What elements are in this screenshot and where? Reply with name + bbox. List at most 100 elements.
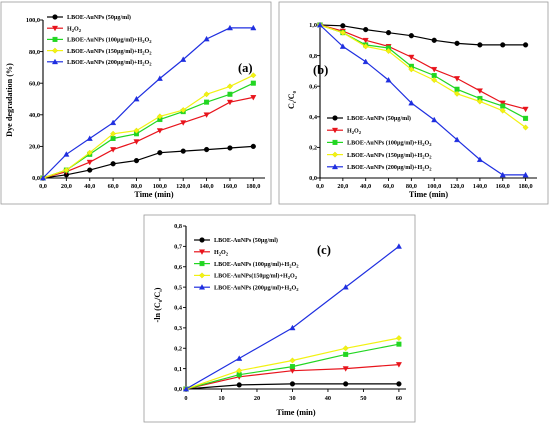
- panel-a-y-tick-label: 100,0: [26, 17, 40, 24]
- panel-b-series-1-point: [408, 33, 414, 39]
- panel-c-legend-swatch-marker: [198, 284, 206, 290]
- panel-c-series-1-point: [396, 381, 402, 387]
- panel-a-y-label: Dye degradation (%): [5, 63, 14, 137]
- panel-b-series-4-point: [362, 43, 369, 50]
- panel-a-series-1-point: [203, 146, 210, 153]
- panel-c-x-label: Time (min): [276, 408, 315, 417]
- panel-b-y-tick-label: 0,4: [309, 114, 318, 121]
- panel-a-x-tick-label: 20,0: [61, 183, 72, 190]
- panel-a-series-5-point: [133, 95, 140, 102]
- panel-a-y-tick-label: 60,0: [29, 80, 40, 87]
- panel-a-series-3-point: [227, 91, 233, 97]
- panel-b-x-tick-label: 100,0: [427, 183, 441, 190]
- panel-a-series-1-point: [110, 161, 116, 167]
- panel-a-legend: LBOE-AuNPs (50µg/ml) H2O2 LBOE-AuNPs (100µ…: [47, 14, 152, 67]
- panel-a-series-1-point: [227, 145, 233, 151]
- panel-b-series-1-point: [522, 42, 529, 48]
- panel-c-series-3-point: [396, 341, 402, 347]
- panel-b-legend-entry-1: LBOE-AuNPs (50µg/ml): [347, 115, 411, 122]
- panel-b-series-2-point: [431, 67, 438, 73]
- panel-c-legend-entry-3: LBOE-AuNPs (100µg/ml)+H2O2: [214, 261, 299, 269]
- panel-a-series-5-point: [226, 24, 233, 31]
- panel-b-series-4: [317, 22, 529, 131]
- panel-c-series-1-point: [289, 381, 296, 387]
- panel-c-y-tick-label: 0,4: [174, 305, 183, 312]
- panel-a-series-2-point: [156, 128, 163, 134]
- panel-a-series-4-point: [156, 113, 163, 120]
- panel-c-legend-swatch-marker: [199, 261, 205, 267]
- panel-b-series-5-point: [499, 171, 506, 178]
- panel-b-y-tick-label: 1,0: [309, 22, 317, 29]
- panel-c-series-1-point: [236, 382, 242, 388]
- panel-c-legend-swatch-marker: [198, 249, 206, 255]
- panel-b-series-1-point: [340, 23, 346, 29]
- panel-c-series-5-point: [182, 385, 190, 392]
- panel-a-series-3-point: [250, 80, 256, 86]
- panel-a-x-tick-label: 180,0: [246, 183, 260, 190]
- panel-a-series-5: [39, 24, 257, 181]
- panel-a-series-4-point: [180, 107, 187, 114]
- panel-b-series-5-point: [339, 43, 346, 49]
- panel-c-y-tick-label: 0,0: [174, 386, 182, 393]
- panel-c-series-4-point: [236, 367, 243, 374]
- panel-a-series-2-point: [86, 159, 93, 166]
- panel-a-y-tick-label: 0,0: [32, 175, 40, 182]
- panel-b-series-5-point: [408, 99, 415, 106]
- panel-b-series-4-point: [431, 77, 438, 84]
- panel-b-legend-swatch-marker: [332, 139, 338, 145]
- panel-c-legend-swatch-marker: [199, 272, 205, 279]
- panel-b-series-4-point: [499, 107, 506, 114]
- panel-a-series-4-point: [63, 167, 70, 174]
- panel-c-series-1: [183, 381, 402, 392]
- panel-c: 0,0 0,1 0,2 0,3 0,4 0,5 0,6 0,7 0,8 0 10 20 30 40 50 60…: [153, 223, 406, 417]
- panel-a-series-4-point: [250, 72, 257, 79]
- panel-b-series-2-point: [522, 106, 529, 113]
- panel-b-legend-entry-3: LBOE-AuNPs (100µg/ml)+H2O2: [347, 140, 432, 148]
- panel-b-series-5-point: [362, 58, 369, 65]
- panel-a-series-5-line: [42, 27, 254, 179]
- panel-c-y-label: -ln (C0/Ct): [153, 287, 163, 322]
- panel-b-y-tick-label: 0,6: [309, 83, 317, 90]
- panel-a-series-2-point: [110, 147, 117, 153]
- panel-b-series-2-line: [319, 24, 526, 110]
- panel-c-series-4-point: [289, 357, 296, 364]
- panel-b-legend-swatch-marker: [331, 163, 339, 170]
- panel-c-series-2-point: [342, 366, 349, 372]
- panel-a-series-3-point: [110, 135, 116, 141]
- panel-c-series-5-point: [395, 243, 402, 249]
- panel-a-series-5-point: [156, 75, 163, 81]
- panel-c-legend-entry-1: LBOE-AuNPs (50µg/ml): [214, 237, 278, 244]
- panel-b-series-2-point: [362, 37, 369, 44]
- panel-a-series-5-point: [180, 56, 187, 62]
- panel-b-series-3-point: [523, 115, 529, 121]
- panel-b-y-tick-label: 0,0: [309, 175, 317, 182]
- panel-b-x-tick-label: 120,0: [450, 183, 464, 190]
- panel-c-x-tick-label: 40: [325, 395, 331, 402]
- panel-b-series-4-line: [319, 24, 526, 128]
- panel-c-series-4-point: [342, 345, 349, 352]
- panel-a-series-4-point: [133, 127, 140, 134]
- panel-c-series-5: [182, 243, 402, 392]
- panel-a-frame: [0, 1, 272, 205]
- panel-c-y-tick-label: 0,2: [174, 345, 182, 352]
- panel-b-x-tick-label: 80,0: [406, 183, 417, 190]
- panel-c-legend-entry-5: LBOE-AuNPs (200µg/ml)+H2O2: [214, 284, 299, 292]
- panel-a-x-tick-label: 80,0: [131, 183, 142, 190]
- panel-a-series-5-point: [203, 35, 210, 42]
- panel-b-x-tick-label: 40,0: [360, 183, 371, 190]
- panel-a-series-2-point: [180, 120, 187, 126]
- panel-b-series-5-point: [476, 156, 483, 163]
- panel-c-series-3-point: [289, 364, 295, 370]
- panel-b-x-label: Time (min): [409, 190, 448, 199]
- panel-b-legend-entry-2: H2O2: [347, 128, 362, 135]
- panel-b-y-label: Ct/C0: [287, 90, 297, 109]
- panel-b-frame: [278, 1, 549, 205]
- panel-a-legend-swatch-marker: [52, 14, 58, 20]
- panel-c-series-5-point: [289, 324, 296, 331]
- panel-b-y-tick-label: 0,2: [309, 145, 317, 152]
- panel-c-y-tick-label: 0,7: [174, 244, 182, 251]
- panel-a-legend-entry-3: LBOE-AuNPs (100µg/ml)+H2O2: [67, 37, 152, 45]
- panel-a-x-tick-label: 140,0: [199, 183, 213, 190]
